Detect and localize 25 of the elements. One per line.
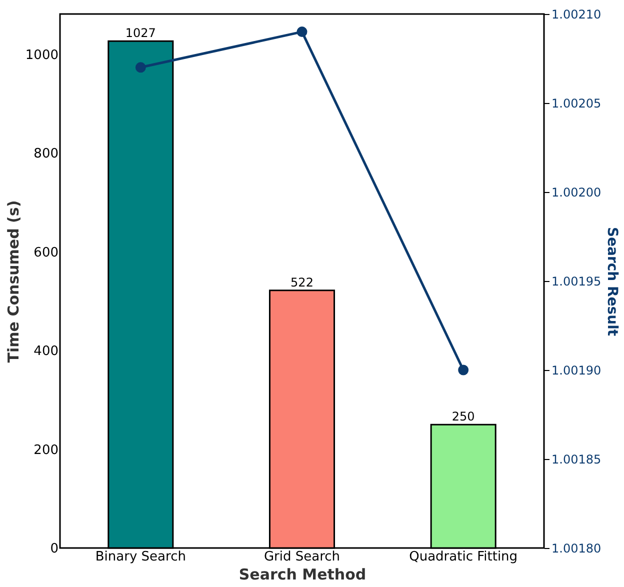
y-tick-label: 200 — [34, 442, 58, 458]
x-tick-label: Grid Search — [264, 550, 340, 564]
y-axis-title: Time Consumed (s) — [4, 200, 22, 363]
y2-tick-label: 1.00195 — [552, 274, 602, 288]
y-tick-label: 1000 — [25, 48, 58, 63]
point — [296, 26, 308, 38]
y-tick-label: 400 — [34, 344, 58, 360]
data-label: 250 — [452, 410, 475, 424]
point — [458, 364, 469, 376]
y-tick-label: 0 — [50, 542, 58, 556]
x-tick-label: Binary Search — [95, 550, 186, 564]
y2-tick-label: 1.00200 — [552, 186, 602, 200]
y2-tick-label: 1.00190 — [552, 364, 602, 378]
y-tick-label: 800 — [34, 146, 58, 162]
point — [135, 62, 146, 73]
y2-tick-label: 1.00185 — [552, 452, 602, 466]
y-tick-label: 600 — [34, 245, 58, 260]
y2-tick-label: 1.00210 — [552, 8, 602, 22]
y2-tick-label: 1.00180 — [552, 542, 602, 556]
data-label: 1027 — [125, 26, 156, 40]
x-axis-title: Search Method — [238, 566, 366, 584]
data-label: 522 — [290, 275, 314, 290]
x-tick-label: Quadratic Fitting — [409, 550, 518, 564]
y2-axis-title: Search Result — [604, 226, 620, 336]
y2-tick-label: 1.00205 — [552, 96, 602, 110]
